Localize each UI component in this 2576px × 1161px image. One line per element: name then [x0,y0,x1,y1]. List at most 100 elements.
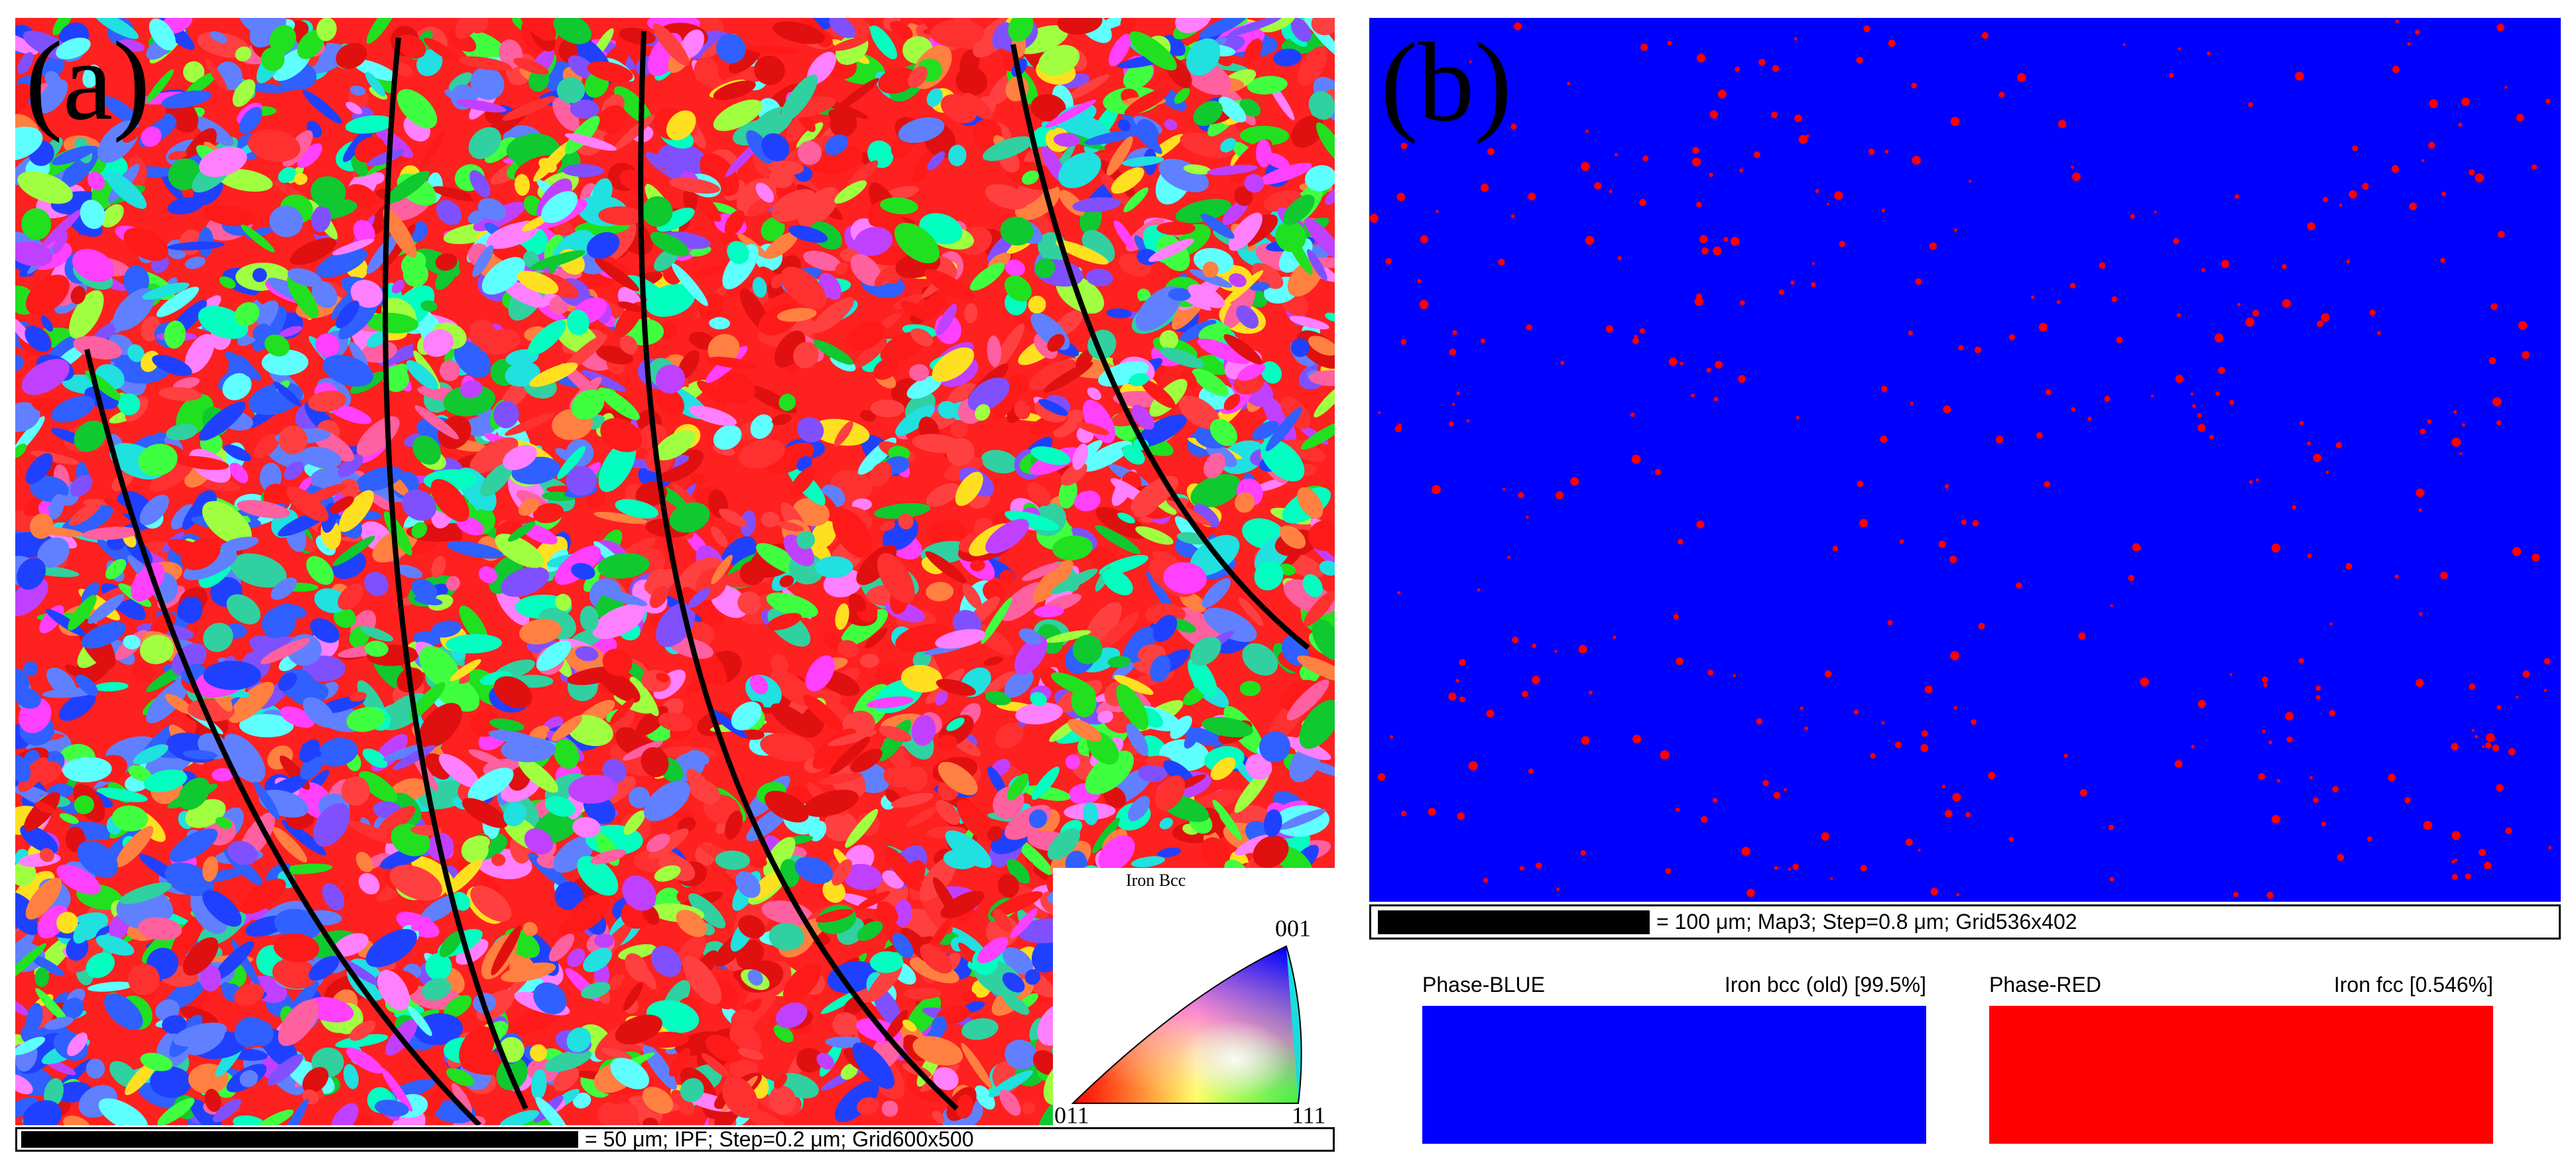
fcc-phase-spot [1965,812,1971,818]
ipf-grain [221,733,266,783]
ipf-grain [468,749,501,764]
ipf-grain [892,932,914,959]
fcc-phase-spot [2044,481,2051,487]
fcc-phase-spot [2315,695,2321,700]
ipf-grain [670,1089,695,1115]
ipf-grain [793,341,819,369]
ipf-grain [339,478,359,499]
ipf-grain [1113,674,1154,695]
fcc-phase-spot [1701,816,1708,824]
ipf-grain [816,908,854,923]
fcc-phase-spot [2099,262,2106,269]
fcc-phase-spot [1420,235,1428,243]
ipf-grain [131,662,154,683]
ipf-grain [725,810,743,840]
ipf-grain [1000,216,1034,246]
fcc-phase-spot [2451,831,2461,840]
ipf-grain [761,900,814,926]
ipf-grain [535,1097,568,1125]
ipf-grain [533,982,567,1014]
fcc-phase-spot [2300,420,2304,426]
ipf-grain [832,509,873,558]
ipf-grain [598,105,627,135]
ipf-grain [1085,750,1135,795]
ipf-grain [15,1000,29,1016]
ipf-grain [26,275,70,315]
ipf-grain [138,444,178,476]
ipf-grain [649,585,669,609]
ipf-grain [431,556,446,578]
ipf-grain [1024,969,1041,985]
ipf-grain [255,1109,294,1125]
ipf-grain [1053,133,1080,147]
ipf-grain [671,263,708,306]
ipf-grain [519,619,562,644]
ipf-grain [446,1068,475,1087]
fcc-phase-spot [2544,689,2547,692]
ipf-grain [688,587,711,608]
ipf-grain [1135,414,1188,448]
ipf-grain [219,276,236,289]
ipf-grain [335,1034,389,1048]
fcc-phase-spot [1680,361,1684,365]
fcc-phase-spot [2475,735,2479,739]
ipf-grain [1122,627,1156,670]
ipf-grain [452,1083,472,1114]
ipf-grain [163,113,177,128]
ipf-grain [938,400,957,419]
ipf-grain [598,387,640,420]
fcc-phase-spot [1880,435,1888,443]
ipf-grain [311,205,332,233]
phase-legend-red: Phase-RED Iron fcc [0.546%] [1989,973,2493,1144]
fcc-phase-spot [1400,143,1408,150]
ipf-grain [1249,282,1270,291]
ipf-grain [418,703,462,749]
fcc-phase-spot [2486,733,2495,743]
ipf-map-graphic [15,18,1335,1125]
ipf-grain [590,849,627,865]
ipf-grain [594,934,614,948]
fcc-phase-spot [1588,690,1593,695]
ipf-grain [1129,31,1177,71]
ipf-grain [642,1086,674,1114]
ipf-grain [553,18,592,44]
fcc-phase-spot [2132,543,2140,552]
fcc-phase-spot [2108,824,2115,831]
ipf-grain [759,266,778,282]
ipf-grain [1058,477,1077,509]
ipf-grain [1239,597,1264,627]
fcc-phase-spot [1824,670,1832,678]
ipf-grain [780,267,827,310]
fcc-phase-spot [1880,385,1888,393]
fcc-phase-spot [2116,336,2123,343]
ipf-grain [1157,847,1182,857]
fcc-phase-spot [2497,231,2505,238]
ipf-grain [439,360,460,381]
ipf-grain [1300,421,1335,450]
ipf-grain [796,122,824,149]
ipf-grain [1084,129,1141,145]
ipf-grain [854,227,892,256]
ipf-grain [274,908,322,940]
ipf-grain [570,99,599,119]
ipf-grain [556,77,585,103]
fcc-phase-spot [1449,421,1454,427]
fcc-phase-spot [1676,657,1684,666]
ipf-grain [222,373,252,400]
fcc-phase-spot [1459,658,1466,666]
fcc-phase-spot [1798,135,1808,145]
ipf-grain [731,1008,757,1033]
ipf-grain [1030,692,1047,707]
ipf-grain [932,1111,945,1124]
ipf-grain [331,291,354,320]
fcc-phase-spot [1466,419,1470,423]
ipf-grain [330,496,355,514]
fcc-phase-spot [2271,815,2280,824]
ipf-grain [646,833,670,853]
ipf-grain [1235,492,1255,513]
ipf-grain [1239,680,1261,697]
ipf-grain [754,55,785,86]
ipf-grain [505,412,555,436]
ipf-grain [1095,507,1147,539]
ipf-grain [600,1048,632,1060]
